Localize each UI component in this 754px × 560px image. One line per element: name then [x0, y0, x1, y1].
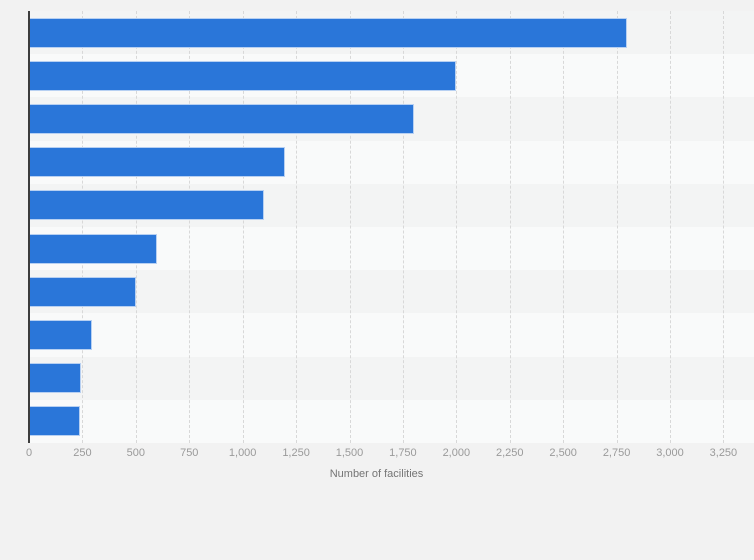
bar: [29, 17, 627, 48]
bar: [29, 60, 456, 91]
gridline-x-250: [82, 11, 84, 443]
gridline-x-2250: [509, 11, 511, 443]
gridline-x-2000: [456, 11, 458, 443]
x-tick-label: 2,750: [602, 447, 631, 459]
bar: [29, 276, 136, 307]
x-tick-label: 2,250: [495, 447, 524, 459]
row-stripe: [29, 356, 754, 400]
x-tick-label: 2,000: [442, 447, 471, 459]
x-tick-label: 750: [180, 447, 199, 459]
bar: [29, 363, 81, 394]
gridline-x-1000: [242, 11, 244, 443]
x-tick-label: 0: [25, 447, 33, 459]
gridline-x-3000: [670, 11, 671, 443]
y-axis-line: [28, 11, 30, 443]
gridline-x-1750: [402, 11, 404, 443]
row-stripe: [29, 399, 754, 443]
bar: [29, 233, 157, 264]
bar: [29, 190, 264, 221]
row-stripe: [29, 270, 754, 314]
x-tick-label: 1,000: [228, 447, 257, 459]
bar: [29, 320, 92, 350]
x-tick-label: 3,250: [709, 447, 738, 459]
x-tick-label: 250: [73, 447, 92, 459]
gridline-x-750: [189, 11, 191, 443]
row-stripe: [29, 313, 754, 357]
bar: [29, 104, 414, 134]
x-tick-label: 1,500: [335, 447, 364, 459]
x-tick-label: 1,250: [282, 447, 310, 459]
gridline-x-1500: [349, 11, 351, 443]
bar: [29, 406, 80, 437]
x-axis-title: Number of facilities: [329, 468, 424, 480]
plot-area: [29, 11, 754, 443]
x-tick-label: 1,750: [389, 447, 417, 459]
gridline-x-3250: [723, 11, 725, 443]
gridline-x-2500: [563, 11, 565, 443]
bar: [29, 147, 285, 178]
x-axis-tick-labels: 0 250 500 750 1,000 1,250 1,500 1,750 2,000 2,250…: [0, 447, 754, 461]
x-tick-label: 500: [126, 447, 146, 459]
gridline-x-500: [135, 11, 137, 443]
gridline-x-1250: [296, 11, 298, 443]
gridline-x-2750: [616, 11, 618, 443]
x-tick-label: 3,000: [656, 447, 684, 459]
x-tick-label: 2,500: [549, 447, 577, 459]
